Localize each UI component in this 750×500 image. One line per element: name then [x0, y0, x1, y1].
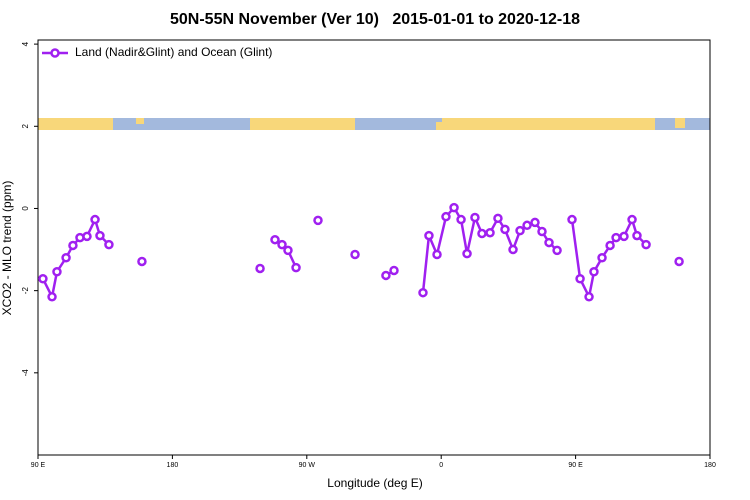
y-tick-label: 4 — [21, 41, 30, 46]
data-point — [432, 249, 442, 260]
data-point — [674, 256, 684, 267]
series-line — [41, 216, 110, 301]
y-axis-label: XCO2 - MLO trend (ppm) — [0, 181, 14, 316]
data-point — [470, 212, 480, 223]
data-point — [389, 265, 399, 276]
data-point — [449, 202, 459, 213]
data-point — [575, 273, 585, 284]
data-point — [597, 253, 607, 263]
land-strip — [38, 118, 113, 130]
data-point — [493, 213, 503, 224]
land-strip — [250, 118, 355, 130]
x-tick-label: 90 W — [299, 462, 316, 469]
data-point — [255, 263, 265, 274]
data-point — [522, 220, 532, 231]
x-tick-label: 180 — [704, 462, 716, 469]
data-point — [477, 228, 487, 239]
y-tick-label: -2 — [21, 287, 30, 295]
data-point — [424, 230, 434, 241]
legend-marker — [50, 48, 60, 58]
data-point — [68, 240, 78, 251]
data-point — [381, 270, 391, 281]
x-tick-label: 0 — [439, 462, 443, 469]
data-point — [104, 239, 114, 250]
y-tick-label: 0 — [21, 206, 30, 211]
data-point — [52, 266, 62, 277]
data-point — [137, 256, 147, 267]
y-tick-label: -4 — [21, 369, 30, 377]
data-point — [61, 253, 71, 263]
x-tick-label: 90 E — [31, 462, 46, 469]
data-point — [508, 244, 518, 255]
data-point — [462, 248, 472, 259]
data-point — [611, 232, 621, 243]
x-axis-label: Longitude (deg E) — [327, 476, 422, 490]
data-point — [291, 262, 301, 273]
chart-title: 50N-55N November (Ver 10) 2015-01-01 to … — [170, 11, 580, 28]
data-point — [605, 240, 615, 251]
data-point — [627, 214, 637, 225]
x-tick-label: 180 — [167, 462, 179, 469]
data-point — [283, 245, 293, 256]
data-point — [589, 266, 599, 277]
data-point — [313, 215, 323, 226]
land-strip — [675, 118, 685, 128]
data-point — [500, 224, 510, 235]
data-point — [95, 230, 105, 241]
land-strip — [436, 122, 442, 130]
data-point — [350, 249, 360, 260]
plot-frame — [37, 39, 711, 456]
data-point — [82, 231, 92, 242]
data-point — [641, 239, 651, 250]
data-point — [418, 287, 428, 298]
x-tick-label: 90 E — [568, 462, 583, 469]
data-point — [47, 292, 57, 302]
data-point — [441, 211, 451, 222]
data-point — [270, 234, 280, 245]
data-point — [90, 214, 100, 225]
land-strip — [442, 118, 655, 130]
legend-label: Land (Nadir&Glint) and Ocean (Glint) — [75, 45, 272, 59]
data-point — [537, 226, 547, 237]
data-point — [544, 237, 554, 248]
data-point — [632, 230, 642, 241]
series-line — [570, 216, 647, 301]
y-tick-label: 2 — [21, 124, 30, 129]
data-point — [38, 273, 48, 284]
data-point — [456, 214, 466, 225]
data-point — [485, 227, 495, 238]
data-point — [567, 214, 577, 225]
land-strip — [136, 118, 144, 124]
data-point — [530, 217, 540, 228]
data-point — [277, 239, 287, 250]
data-point — [552, 245, 562, 256]
land-ocean-strip — [38, 118, 710, 130]
data-point — [584, 292, 594, 302]
data-point — [515, 225, 525, 236]
data-point — [619, 231, 629, 242]
